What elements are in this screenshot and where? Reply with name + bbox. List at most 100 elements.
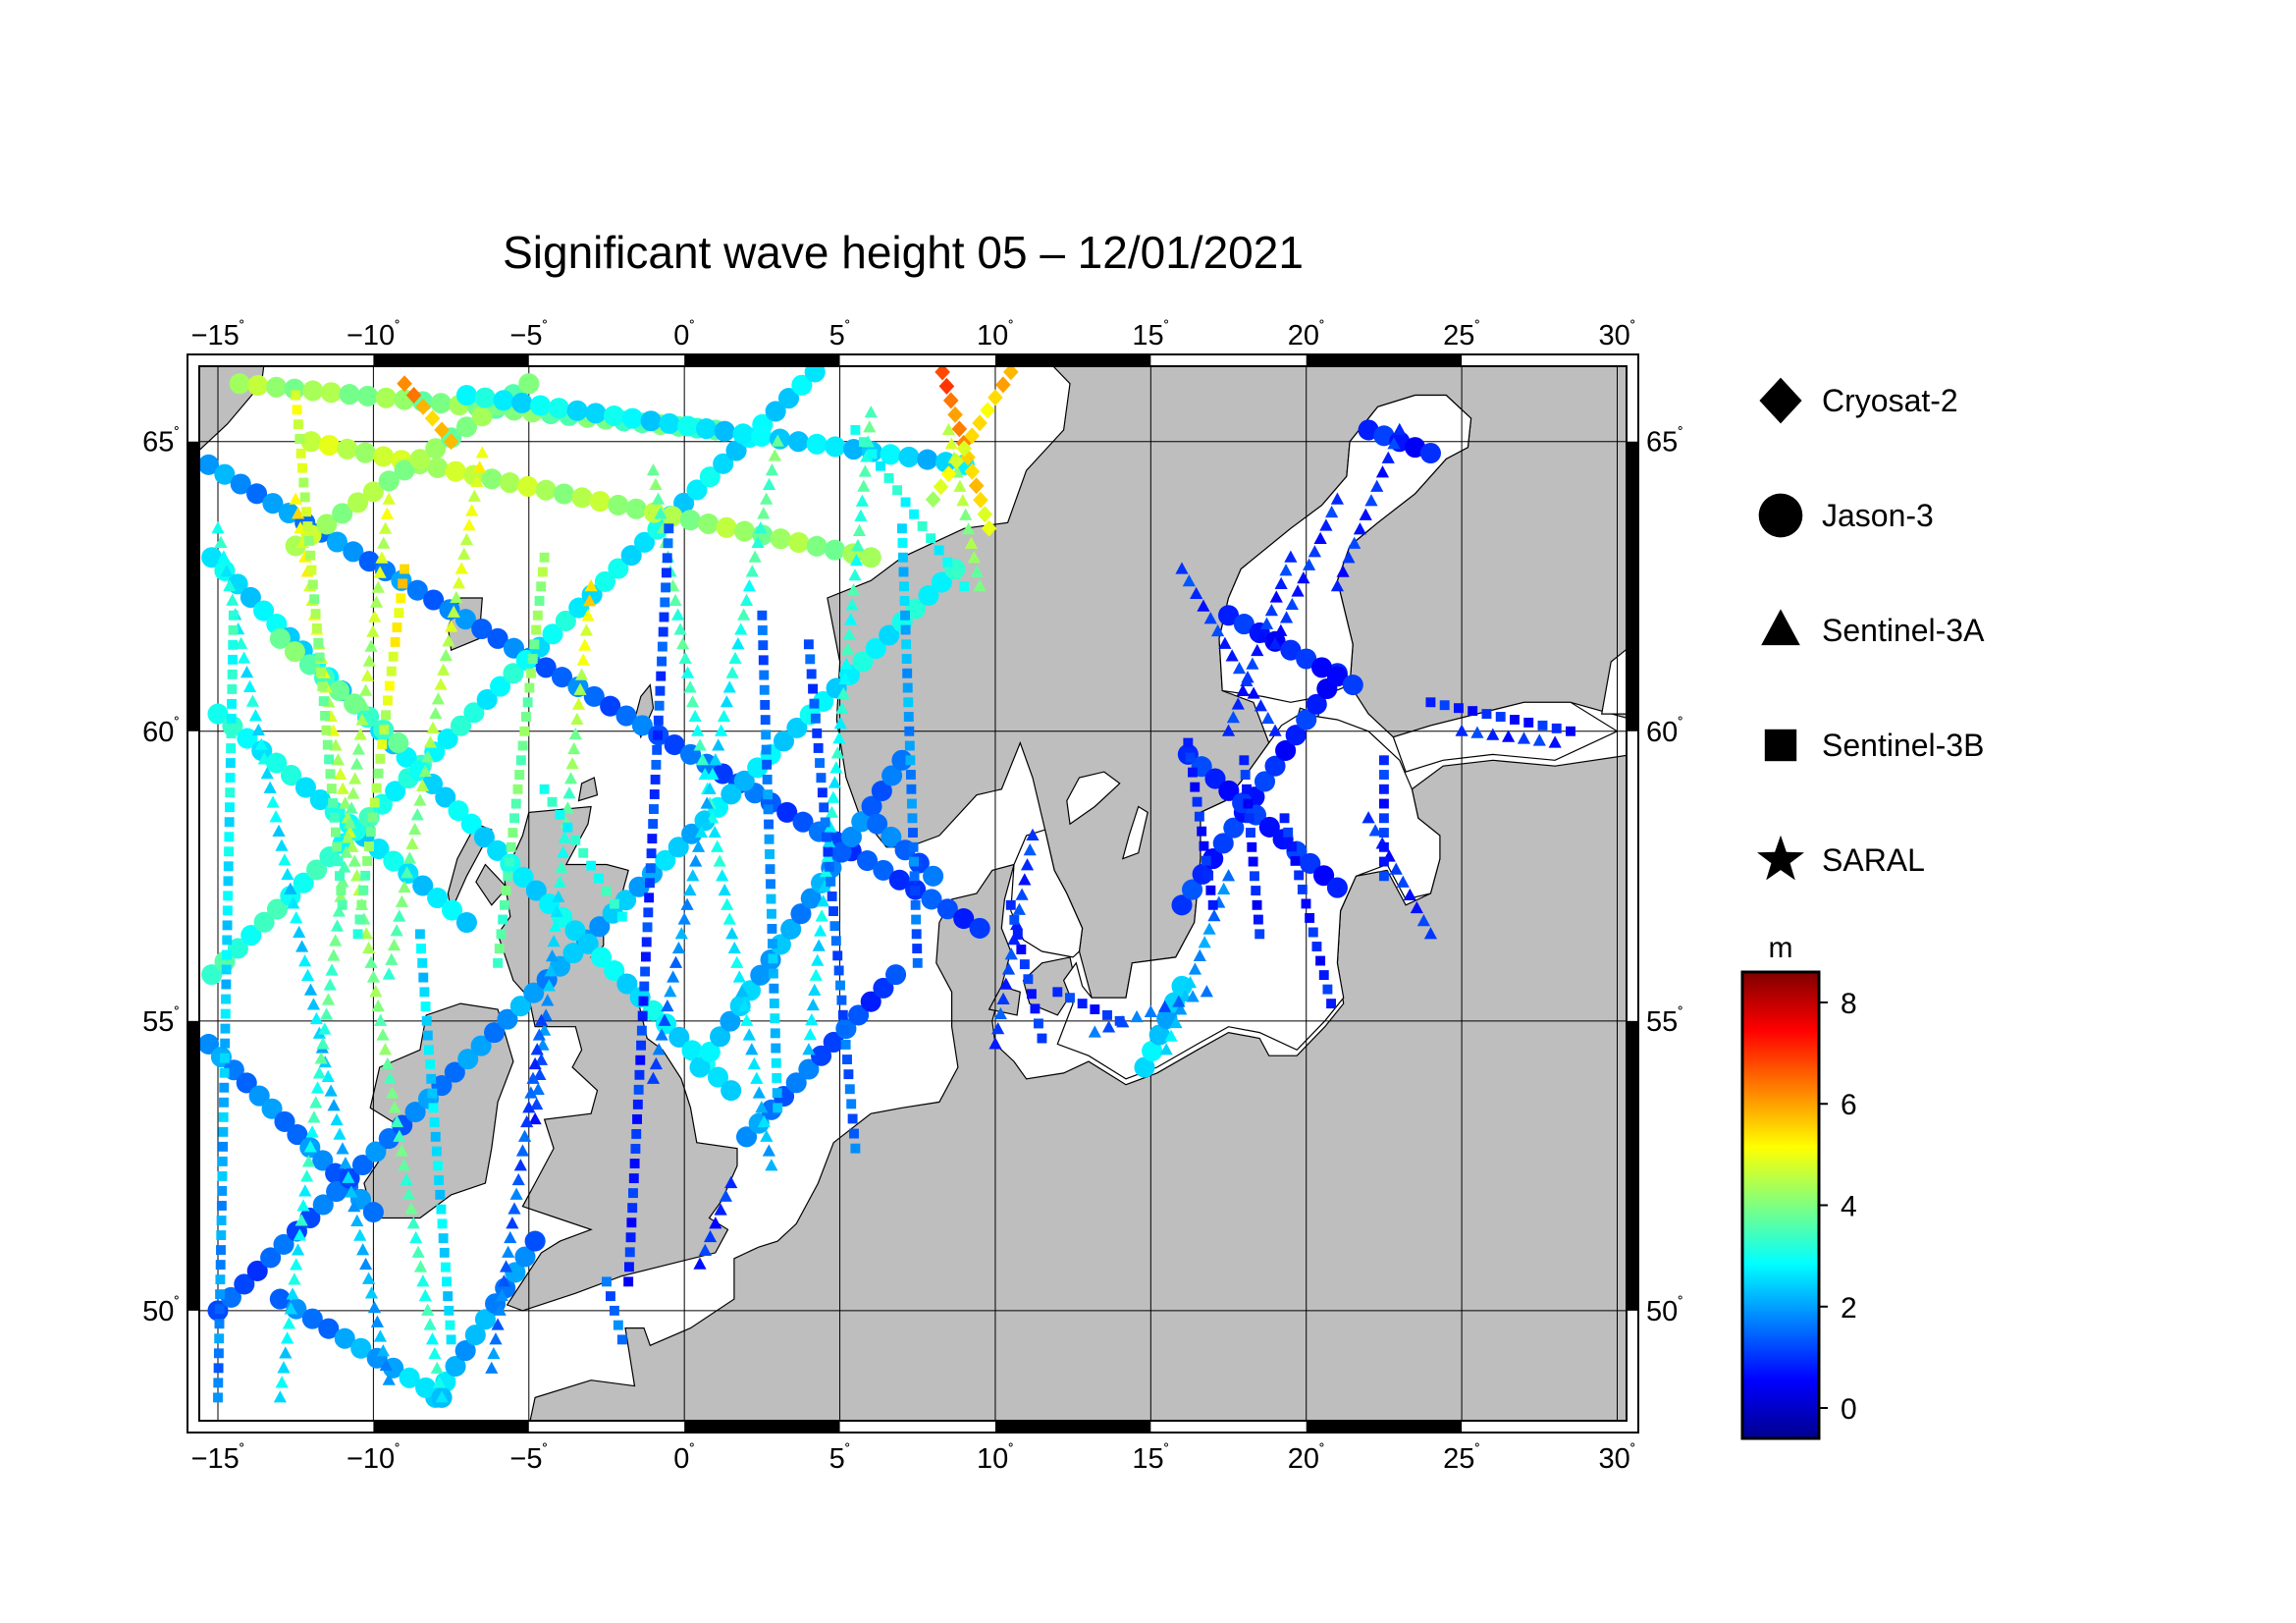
wave-height-point-sentinel3b	[517, 740, 528, 751]
wave-height-point-sentinel3a	[376, 1028, 390, 1041]
wave-height-point-sentinel3a	[956, 494, 970, 507]
wave-height-point-sentinel3b	[352, 929, 363, 940]
wave-height-point-sentinel3a	[578, 638, 592, 651]
wave-height-point-sentinel3b	[908, 841, 919, 852]
wave-height-point-sentinel3b	[570, 835, 581, 845]
wave-height-point-sentinel3a	[275, 1376, 289, 1388]
wave-height-point-sentinel3a	[465, 504, 479, 516]
colorbar-tick-label: 6	[1841, 1089, 1857, 1121]
wave-height-point-sentinel3b	[909, 856, 920, 867]
wave-height-point-sentinel3a	[526, 1071, 540, 1084]
wave-height-point-sentinel3b	[1301, 898, 1311, 909]
wave-height-point-sentinel3a	[515, 1144, 530, 1157]
wave-height-point-jason3	[770, 528, 791, 550]
lon-tick-label-bottom: 30˚	[1599, 1441, 1636, 1475]
wave-height-point-sentinel3a	[1221, 724, 1236, 736]
wave-height-point-sentinel3a	[318, 1022, 332, 1035]
wave-height-point-jason3	[616, 973, 638, 995]
wave-height-point-sentinel3a	[565, 757, 579, 770]
wave-height-point-jason3	[725, 440, 747, 461]
wave-height-point-jason3	[811, 1045, 832, 1066]
wave-height-point-sentinel3b	[226, 743, 237, 753]
wave-height-point-sentinel3a	[696, 753, 710, 766]
wave-height-point-sentinel3b	[900, 624, 911, 635]
axis-tick-labels: −15˚ −15˚ −10˚ −10˚ −5˚ −5˚ 0˚ 0˚ 5˚ 5˚ 10˚ 10˚ 15˚ 1…	[142, 318, 1683, 1475]
wave-height-point-sentinel3a	[266, 795, 280, 808]
wave-height-point-sentinel3a	[544, 964, 558, 977]
wave-height-point-sentinel3a	[576, 653, 590, 666]
wave-height-point-jason3	[1217, 605, 1240, 626]
wave-height-point-jason3	[284, 641, 305, 663]
wave-height-point-jason3	[362, 481, 384, 503]
wave-height-point-sentinel3a	[343, 816, 356, 829]
legend-label: Sentinel-3A	[1822, 613, 1985, 648]
wave-height-point-sentinel3b	[829, 921, 840, 932]
lon-tick-label-bottom: 25˚	[1443, 1441, 1480, 1475]
wave-height-point-sentinel3b	[844, 1084, 855, 1095]
wave-height-point-jason3	[848, 1004, 870, 1026]
wave-height-point-jason3	[383, 850, 404, 872]
wave-height-point-sentinel3a	[345, 1185, 358, 1198]
wave-height-point-sentinel3b	[398, 578, 408, 589]
colorbar-tick-label: 8	[1841, 988, 1857, 1020]
wave-height-point-jason3	[312, 1150, 334, 1171]
wave-height-point-sentinel3a	[1183, 976, 1198, 989]
wave-height-point-sentinel3b	[384, 680, 395, 691]
wave-height-point-sentinel3b	[218, 1141, 229, 1152]
wave-height-point-sentinel3b	[322, 739, 333, 750]
wave-height-point-sentinel3a	[485, 1361, 499, 1374]
wave-height-point-sentinel3b	[227, 698, 238, 709]
wave-height-point-jason3	[493, 390, 514, 411]
wave-height-point-sentinel3a	[305, 1125, 319, 1138]
wave-height-point-jason3	[1296, 709, 1317, 730]
wave-height-point-sentinel3a	[846, 583, 861, 596]
wave-height-point-jason3	[464, 1325, 486, 1346]
wave-height-point-jason3	[517, 475, 539, 497]
wave-height-point-sentinel3a	[562, 786, 576, 799]
wave-height-point-jason3	[1358, 419, 1379, 441]
wave-height-point-sentinel3a	[295, 940, 309, 952]
wave-height-point-sentinel3a	[698, 1243, 712, 1256]
wave-height-point-sentinel3a	[691, 839, 706, 852]
wave-height-point-sentinel3a	[522, 1101, 536, 1113]
wave-height-point-sentinel3b	[899, 581, 909, 592]
wave-height-point-sentinel3a	[528, 1111, 542, 1125]
wave-height-point-jason3	[1254, 771, 1276, 792]
wave-height-point-sentinel3a	[681, 666, 695, 678]
wave-height-point-jason3	[788, 531, 810, 554]
wave-height-point-sentinel3a	[557, 845, 570, 858]
wave-height-point-sentinel3a	[359, 683, 373, 696]
lon-tick-label-top: 15˚	[1132, 318, 1169, 352]
wave-height-point-cryosat2	[397, 375, 412, 393]
wave-height-point-jason3	[497, 1008, 518, 1030]
wave-height-point-sentinel3a	[1015, 888, 1029, 900]
wave-height-point-jason3	[273, 1233, 294, 1255]
wave-height-point-sentinel3a	[1018, 873, 1032, 886]
wave-height-point-sentinel3b	[658, 626, 668, 637]
wave-height-point-jason3	[879, 624, 900, 646]
wave-height-point-sentinel3a	[339, 796, 352, 809]
wave-height-point-sentinel3a	[1182, 574, 1196, 587]
wave-height-point-sentinel3b	[224, 817, 235, 828]
wave-height-point-jason3	[765, 401, 786, 422]
wave-height-point-sentinel3a	[1264, 604, 1278, 617]
wave-height-point-jason3	[1204, 768, 1226, 789]
wave-height-point-sentinel3b	[360, 870, 371, 881]
wave-height-point-sentinel3a	[373, 566, 387, 578]
frame-bar-right	[1627, 1020, 1638, 1311]
wave-height-point-jason3	[375, 387, 397, 408]
wave-height-point-jason3	[571, 487, 593, 509]
frame-bar-top	[373, 354, 529, 366]
wave-height-point-sentinel3b	[217, 1170, 228, 1181]
wave-height-point-jason3	[865, 637, 886, 660]
wave-height-point-sentinel3a	[292, 507, 305, 519]
wave-height-point-sentinel3b	[1248, 856, 1258, 867]
lat-tick-label-right: 55˚	[1646, 1004, 1683, 1038]
wave-height-point-sentinel3a	[341, 831, 355, 843]
wave-height-point-sentinel3a	[811, 953, 825, 966]
wave-height-point-sentinel3a	[1303, 558, 1316, 570]
wave-height-point-sentinel3a	[545, 949, 560, 962]
wave-height-point-sentinel3a	[269, 810, 283, 823]
wave-height-point-sentinel3a	[294, 1214, 308, 1226]
wave-height-point-jason3	[265, 376, 288, 398]
